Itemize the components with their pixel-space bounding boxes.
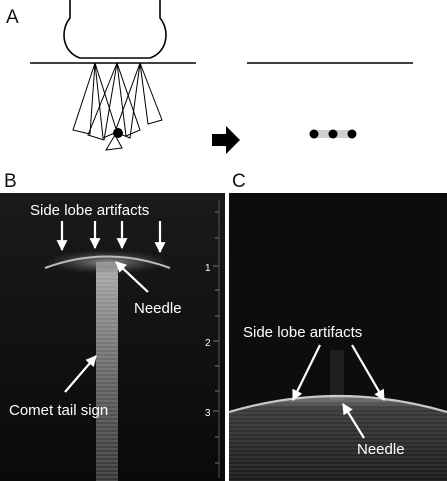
- panel-a-schematic: [30, 0, 413, 154]
- transform-arrow: [212, 126, 240, 154]
- depth-tick-2: 2: [205, 338, 211, 349]
- needle-dome-b: [45, 250, 169, 274]
- panel-b-letter: B: [4, 171, 17, 192]
- depth-tick-1: 1: [205, 263, 211, 274]
- panel-b-ultrasound: 1 2 3 Side lobe artifacts Needle Comet t…: [0, 193, 225, 481]
- panel-c-letter: C: [232, 171, 246, 192]
- needle-label-c: Needle: [357, 441, 405, 458]
- needle-arrow-b: [115, 261, 149, 293]
- side-lobe-label-c: Side lobe artifacts: [243, 324, 362, 341]
- side-lobe-arrows-b: [56, 221, 166, 393]
- side-lobe-beams: [72, 62, 163, 151]
- side-lobe-arrows-c: [292, 344, 385, 439]
- transducer-outline: [63, 0, 167, 59]
- comet-tail-label: Comet tail sign: [9, 402, 108, 419]
- comet-arrow: [64, 355, 97, 393]
- needle-arrow-c: [342, 403, 365, 439]
- needle-dot: [113, 128, 123, 138]
- dot-center: [328, 129, 338, 139]
- needle-label-b: Needle: [134, 300, 182, 317]
- panel-c-ultrasound: Side lobe artifacts Needle: [228, 193, 447, 481]
- depth-tick-3: 3: [205, 408, 211, 419]
- dot-right: [347, 129, 357, 139]
- panel-a-letter: A: [6, 7, 19, 28]
- side-lobe-label-b: Side lobe artifacts: [30, 202, 149, 219]
- dot-left: [309, 129, 319, 139]
